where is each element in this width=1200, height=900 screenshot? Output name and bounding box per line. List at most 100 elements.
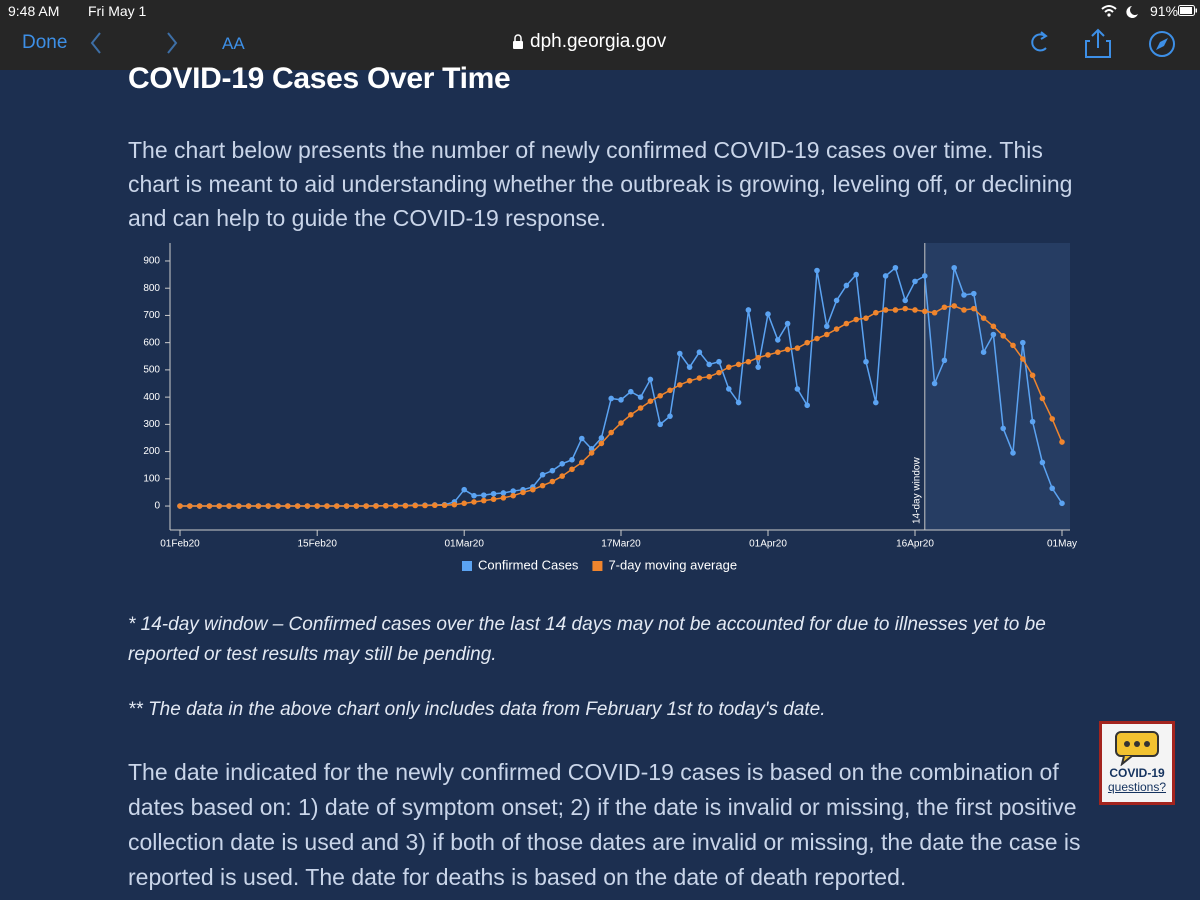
y-tick-label: 0 (154, 501, 160, 512)
data-point (598, 435, 605, 441)
data-point (451, 501, 458, 508)
text-size-button[interactable]: AA (222, 34, 245, 53)
data-point (726, 386, 732, 392)
data-point (579, 459, 585, 466)
data-point (1000, 333, 1006, 339)
data-point (559, 473, 565, 479)
data-point (657, 392, 663, 399)
data-point (912, 307, 918, 313)
data-point (794, 345, 801, 351)
data-point (686, 364, 693, 370)
data-point (285, 503, 291, 509)
data-point (1039, 459, 1046, 466)
badge-text: questions? (1107, 780, 1167, 794)
data-point (775, 337, 781, 343)
data-point (863, 315, 869, 321)
data-point (990, 331, 997, 338)
data-point (373, 503, 379, 509)
x-tick-label: 01May (1047, 539, 1077, 550)
data-point (882, 273, 889, 279)
data-point (569, 456, 575, 463)
data-point (990, 323, 997, 330)
data-point (539, 471, 546, 478)
status-icons (1101, 5, 1138, 18)
data-point (637, 405, 644, 411)
data-point (187, 503, 193, 509)
data-point (343, 503, 350, 509)
data-point (1020, 339, 1026, 346)
data-point (873, 399, 879, 406)
chart: 14-day window 0 100 200 300 400 500 600 700 800 90… (143, 243, 1077, 572)
data-point (902, 297, 908, 304)
body-text: The date indicated for the newly confirm… (128, 759, 1081, 890)
data-point (745, 307, 752, 313)
data-point (275, 503, 281, 509)
status-time: 9:48 AM (8, 3, 60, 19)
data-point (412, 502, 419, 509)
battery-icon (1178, 5, 1197, 16)
data-point (618, 420, 624, 426)
data-point (392, 502, 399, 509)
data-point (716, 358, 722, 365)
help-badge[interactable]: COVID-19 questions? (1099, 721, 1175, 805)
data-point (324, 503, 330, 509)
data-point (745, 358, 752, 365)
done-button[interactable]: Done (22, 32, 68, 53)
data-point (686, 377, 693, 384)
data-point (667, 413, 673, 419)
data-point (539, 482, 546, 489)
data-point (696, 375, 703, 381)
data-point (784, 320, 791, 327)
data-point (775, 349, 781, 355)
data-point (1059, 500, 1065, 507)
data-point (1039, 395, 1046, 402)
data-point (236, 503, 242, 509)
data-point (892, 264, 899, 271)
data-point (500, 490, 507, 496)
data-point (608, 395, 614, 402)
data-point (941, 357, 948, 364)
data-point (971, 290, 977, 297)
data-point (588, 446, 595, 452)
data-point (422, 502, 428, 509)
y-tick-label: 600 (143, 337, 160, 348)
data-point (980, 349, 987, 355)
data-point (765, 311, 771, 317)
x-tick-label: 15Feb20 (297, 539, 337, 550)
browser-bar: 9:48 AM Fri May 1 91% Done AA dph.georgi… (0, 0, 1200, 70)
y-tick-label: 300 (143, 419, 160, 430)
data-point (843, 282, 850, 289)
toolbar-icons[interactable] (1025, 28, 1185, 60)
data-point (755, 354, 761, 361)
data-point (559, 461, 565, 467)
data-point (726, 364, 732, 370)
data-point (294, 503, 301, 509)
data-point (951, 264, 957, 271)
note: * 14-day window – Confirmed cases over t… (128, 614, 1046, 665)
data-point (755, 364, 761, 370)
x-tick-label: 01Feb20 (160, 539, 200, 550)
data-point (912, 278, 918, 285)
data-point (824, 323, 830, 330)
data-point (402, 502, 409, 509)
window-label: 14-day window (911, 457, 922, 524)
x-tick-label: 16Apr20 (896, 539, 934, 550)
legend-swatch (592, 561, 603, 571)
data-point (1049, 416, 1055, 422)
data-point (196, 503, 203, 509)
data-point (971, 305, 977, 312)
nav-arrows[interactable] (88, 30, 188, 56)
data-point (961, 292, 967, 298)
data-point (804, 339, 810, 346)
x-tick-label: 01Apr20 (749, 539, 787, 550)
status-date: Fri May 1 (88, 3, 147, 19)
url[interactable]: dph.georgia.gov (530, 31, 667, 52)
data-point (500, 495, 507, 501)
y-tick-label: 100 (143, 473, 160, 484)
data-point (314, 503, 321, 509)
data-point (1049, 485, 1055, 492)
data-point (1020, 356, 1026, 362)
data-point (255, 503, 262, 509)
data-point (628, 412, 634, 418)
